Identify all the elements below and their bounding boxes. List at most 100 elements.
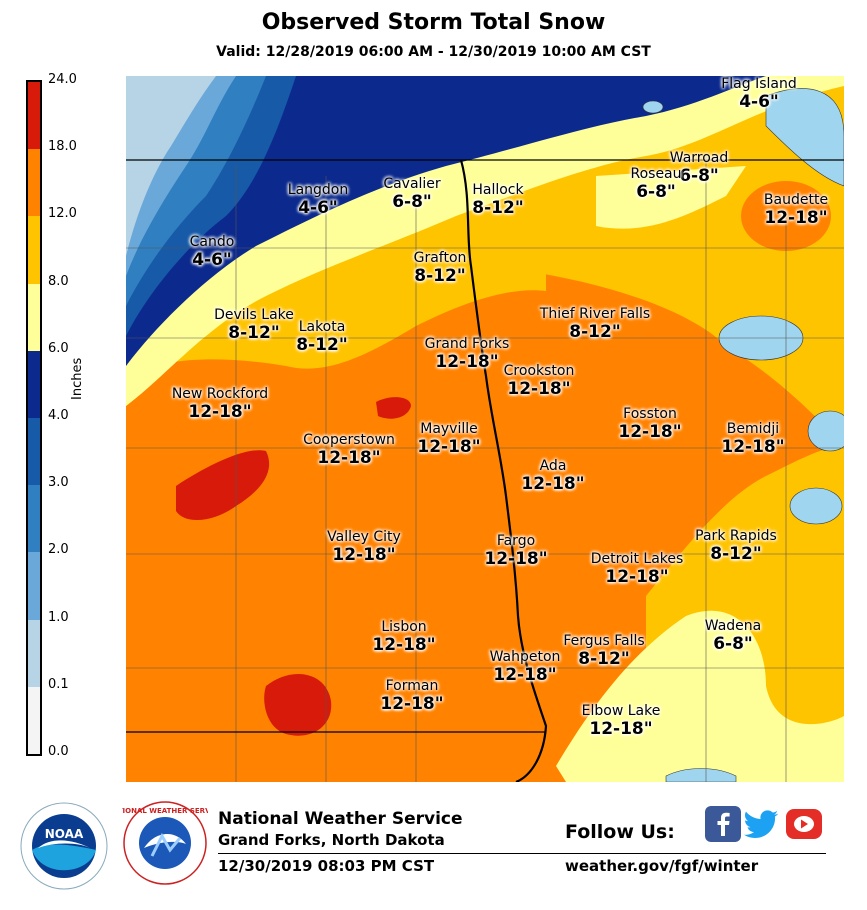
city-snow-amount: 12-18" xyxy=(507,379,571,399)
city-snow-amount: 8-12" xyxy=(578,649,630,669)
snowfall-contours xyxy=(126,76,844,782)
city-snow-amount: 8-12" xyxy=(710,544,762,564)
follow-us-label: Follow Us: xyxy=(565,821,675,843)
city-snow-amount: 12-18" xyxy=(493,665,557,685)
red-river-border xyxy=(459,159,548,782)
noaa-logo: NOAA xyxy=(20,802,108,890)
city-label: Lisbon 12-18" xyxy=(372,619,435,655)
city-name: Bemidji xyxy=(726,421,780,437)
city-name: Langdon xyxy=(287,182,349,198)
noaa-logo-text: NOAA xyxy=(45,827,84,841)
issued-time: 12/30/2019 08:03 PM CST xyxy=(218,857,435,875)
city-label: Cavalier 6-8" xyxy=(383,176,440,212)
leech-lake xyxy=(789,487,843,525)
legend-band xyxy=(28,552,40,621)
city-label: Bemidji 12-18" xyxy=(721,421,784,457)
city-name: Hallock xyxy=(472,182,524,198)
city-label: Mayville 12-18" xyxy=(417,421,480,457)
zone-18-24-center xyxy=(376,397,411,419)
city-snow-amount: 12-18" xyxy=(618,422,682,442)
city-snow-amount: 12-18" xyxy=(435,352,499,372)
city-snow-amount: 4-6" xyxy=(192,250,232,270)
city-label: Flag Island 4-6" xyxy=(721,76,797,112)
city-snow-amount: 6-8" xyxy=(679,166,719,186)
city-label: Warroad 6-8" xyxy=(670,150,729,186)
city-label: Thief River Falls 8-12" xyxy=(540,306,650,342)
legend-band xyxy=(28,283,40,352)
city-snow-amount: 8-12" xyxy=(228,323,280,343)
city-snow-amount: 12-18" xyxy=(417,437,481,457)
facebook-icon[interactable] xyxy=(705,806,741,842)
city-label: Grafton 8-12" xyxy=(414,250,467,286)
footer-divider xyxy=(218,853,826,854)
city-snow-amount: 12-18" xyxy=(372,635,436,655)
city-snow-amount: 8-12" xyxy=(296,335,348,355)
legend-tick-label: 0.0 xyxy=(48,744,69,759)
legend-colorbar xyxy=(26,80,42,756)
city-label: Fergus Falls 8-12" xyxy=(563,633,644,669)
city-name: Wadena xyxy=(704,618,762,634)
legend-tick-label: 3.0 xyxy=(48,475,69,491)
city-name: Baudette xyxy=(763,192,829,208)
legend-band xyxy=(28,485,40,553)
city-name: Warroad xyxy=(669,150,729,166)
legend-tick-label: 12.0 xyxy=(48,206,77,222)
nws-name: National Weather Service xyxy=(218,809,463,829)
city-label: Wahpeton 12-18" xyxy=(490,649,561,685)
city-label: Crookston 12-18" xyxy=(504,363,575,399)
city-snow-amount: 4-6" xyxy=(298,198,338,218)
legend-band xyxy=(28,82,40,150)
city-label: Lakota 8-12" xyxy=(296,319,347,355)
city-snow-amount: 12-18" xyxy=(380,694,444,714)
lake-south xyxy=(665,768,737,782)
zone-18-24-west xyxy=(176,450,270,521)
city-snow-amount: 12-18" xyxy=(188,402,252,422)
city-label: Fosston 12-18" xyxy=(618,406,681,442)
legend-band xyxy=(28,619,40,688)
city-label: Baudette 12-18" xyxy=(764,192,828,228)
nws-office: Grand Forks, North Dakota xyxy=(218,831,445,849)
city-name: Ada xyxy=(539,458,567,474)
city-label: Ada 12-18" xyxy=(521,458,584,494)
legend-band xyxy=(28,418,40,486)
city-snow-amount: 12-18" xyxy=(589,719,653,739)
website-link[interactable]: weather.gov/fgf/winter xyxy=(565,857,759,875)
city-label: Forman 12-18" xyxy=(380,678,443,714)
city-label: Devils Lake 8-12" xyxy=(214,307,294,343)
city-name: Park Rapids xyxy=(695,528,777,544)
city-snow-amount: 12-18" xyxy=(484,549,548,569)
zone-4-6 xyxy=(126,76,766,366)
city-label: Cando 4-6" xyxy=(190,234,235,270)
zone-6-8-roseau xyxy=(596,166,746,229)
city-label: Grand Forks 12-18" xyxy=(425,336,510,372)
city-name: Detroit Lakes xyxy=(590,551,684,567)
nws-logo: NATIONAL WEATHER SERVICE xyxy=(122,801,208,885)
city-label: Detroit Lakes 12-18" xyxy=(591,551,684,587)
lake-roseau xyxy=(642,100,664,114)
city-snow-amount: 8-12" xyxy=(414,266,466,286)
legend-band xyxy=(28,149,40,217)
legend-tick-label: 6.0 xyxy=(48,340,69,356)
legend-tick-label: 0.1 xyxy=(48,676,69,692)
city-snow-amount: 6-8" xyxy=(713,634,753,654)
city-name: Devils Lake xyxy=(214,307,294,323)
map-title: Observed Storm Total Snow xyxy=(261,10,606,35)
legend-band xyxy=(28,216,40,285)
map-valid-period: Valid: 12/28/2019 06:00 AM - 12/30/2019 … xyxy=(216,44,651,60)
city-name: Wahpeton xyxy=(489,649,561,665)
snow-map: Flag Island 4-6" Warroad 6-8" Roseau 6-8" Baud… xyxy=(126,76,844,782)
city-label: Roseau 6-8" xyxy=(630,166,681,202)
lake-of-the-woods xyxy=(765,88,844,187)
borders xyxy=(126,159,844,733)
legend-title: Inches xyxy=(70,357,85,400)
city-label: Cooperstown 12-18" xyxy=(303,432,395,468)
youtube-icon[interactable] xyxy=(786,806,822,842)
legend-band xyxy=(28,350,40,419)
city-snow-amount: 4-6" xyxy=(739,92,779,112)
twitter-icon[interactable] xyxy=(744,806,780,842)
city-snow-amount: 6-8" xyxy=(392,192,432,212)
city-snow-amount: 12-18" xyxy=(521,474,585,494)
legend-band xyxy=(28,686,40,755)
city-label: Langdon 4-6" xyxy=(288,182,348,218)
city-label: Fargo 12-18" xyxy=(484,533,547,569)
